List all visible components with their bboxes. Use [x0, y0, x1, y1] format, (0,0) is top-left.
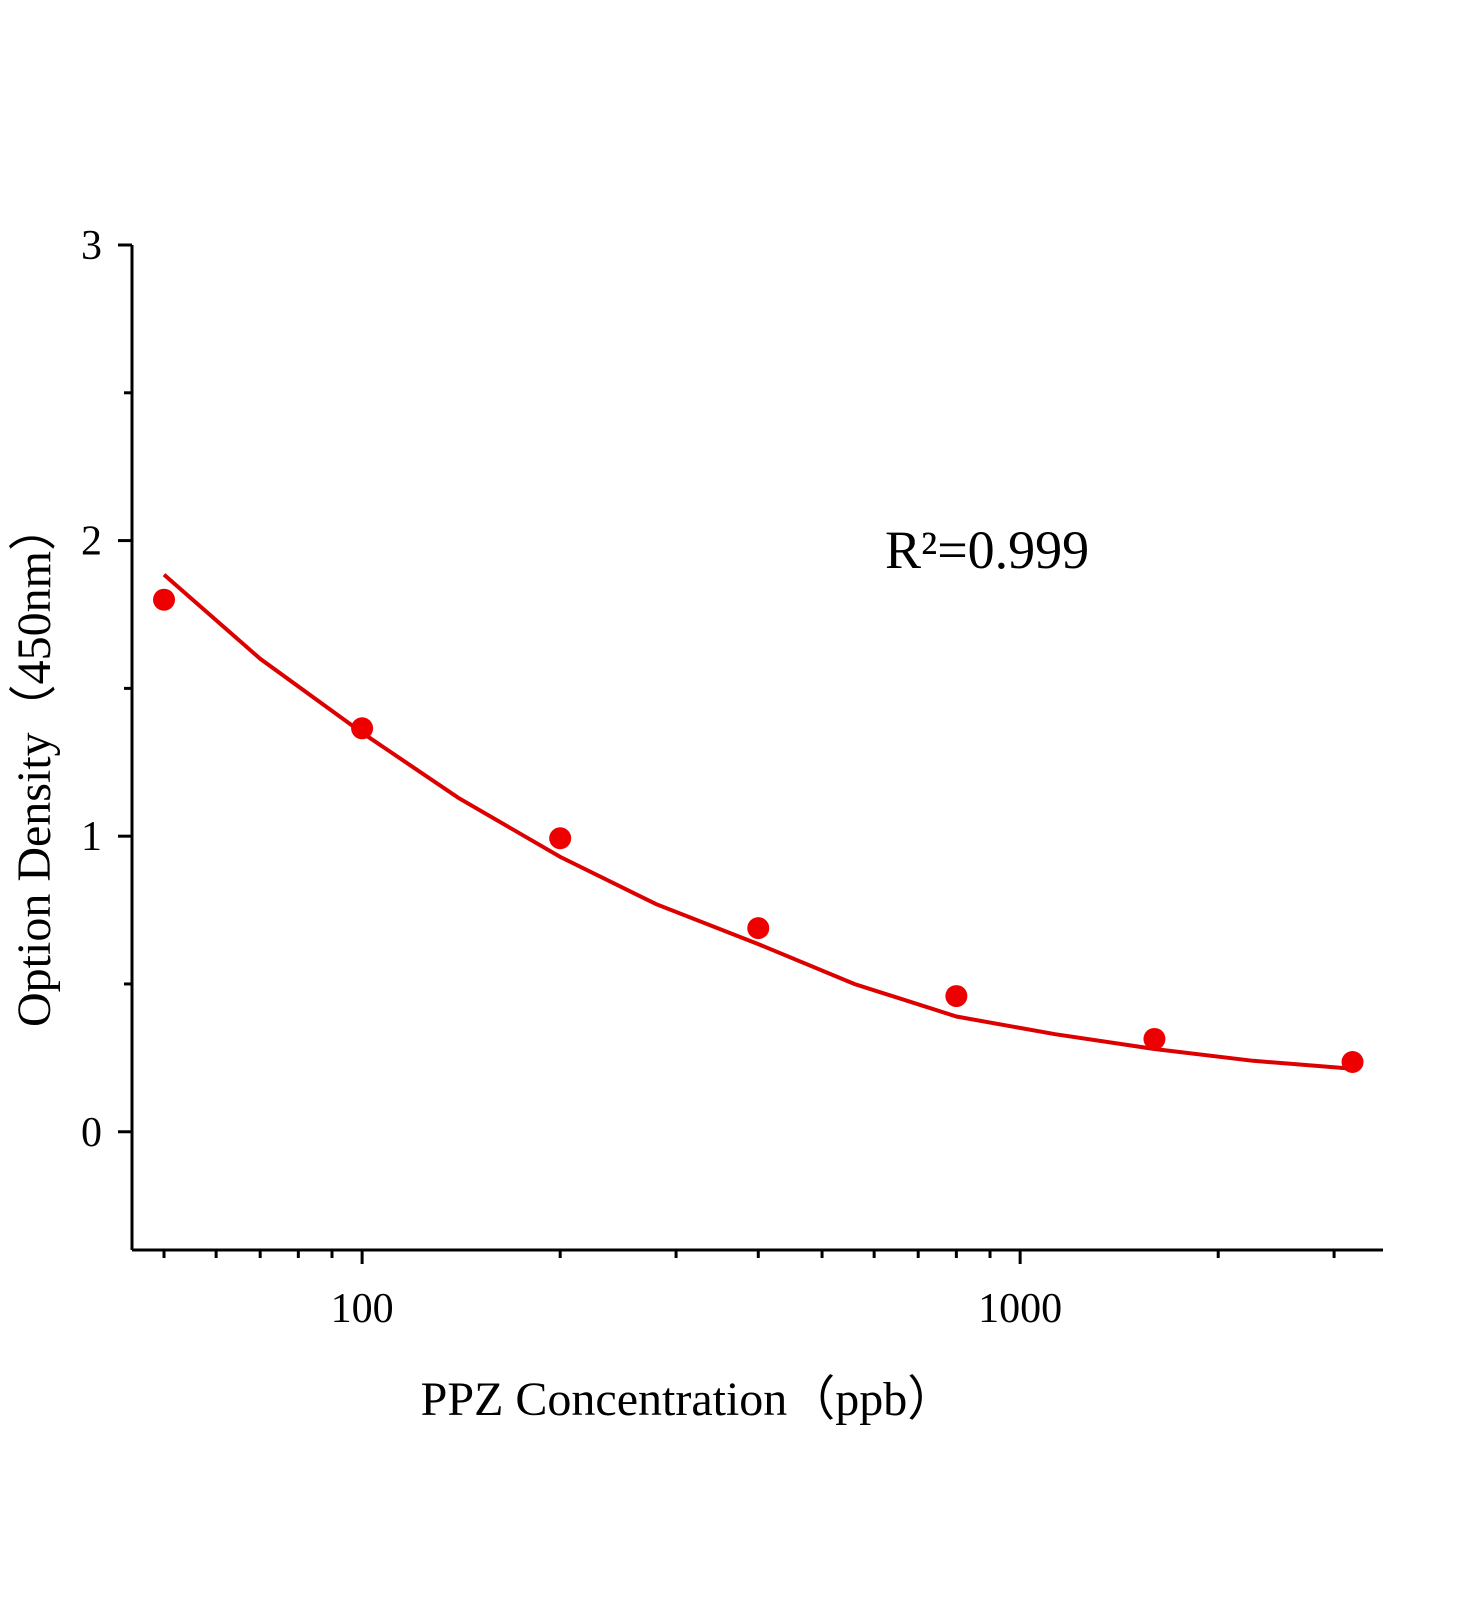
data-point	[1341, 1051, 1364, 1074]
x-tick-label: 100	[331, 1286, 394, 1332]
data-point	[747, 917, 770, 940]
y-tick-label: 2	[81, 519, 102, 565]
annotation: R²=0.999	[885, 520, 1089, 580]
fit-curve	[162, 573, 1353, 1071]
y-axis-title: Option Density（450nm）	[8, 503, 61, 1027]
data-point	[153, 588, 176, 611]
y-tick-label: 1	[81, 814, 102, 860]
y-tick-label: 3	[81, 223, 102, 269]
x-axis-title: PPZ Concentration（ppb）	[421, 1373, 956, 1426]
data-point	[1143, 1027, 1166, 1050]
data-point	[351, 717, 374, 740]
y-tick-label: 0	[81, 1110, 102, 1156]
data-point	[945, 985, 968, 1008]
data-point	[549, 827, 572, 850]
x-tick-label: 1000	[978, 1286, 1062, 1332]
